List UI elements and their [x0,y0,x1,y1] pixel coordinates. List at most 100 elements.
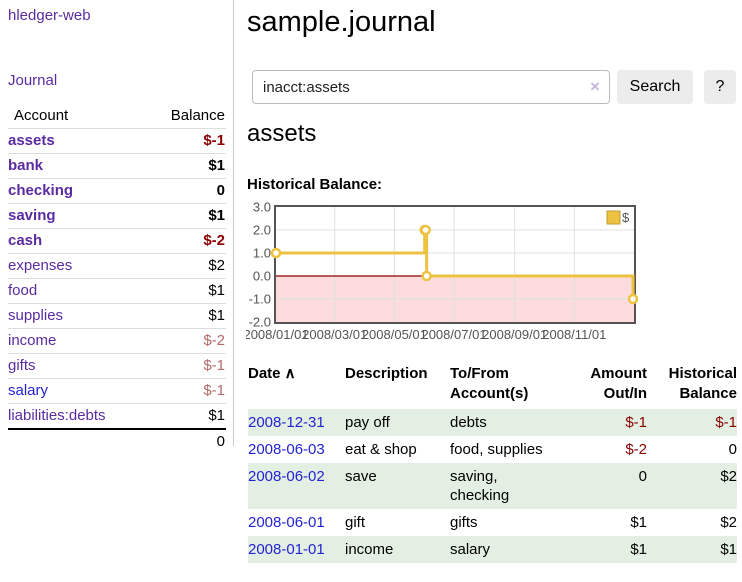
sidebar-account-income[interactable]: income [8,332,57,349]
data-point-marker [270,247,282,259]
transaction-amount: $-1 [625,414,647,431]
transaction-date-link[interactable]: 2008-06-02 [248,468,325,485]
account-balance: $1 [141,403,226,430]
register-row: 2008-06-02 save saving, checking 0 $2 [248,463,737,509]
sidebar-total-value: 0 [141,428,226,454]
sidebar-account-row: assets $-1 [8,128,226,154]
balance-column-header: Balance [141,104,226,129]
sidebar-account-food[interactable]: food [8,282,38,299]
y-axis-tick-label: 0.0 [253,269,271,284]
account-balance: $2 [141,253,226,279]
transaction-accounts: salary [450,541,491,558]
legend-label: $ [622,210,630,225]
account-balance: $1 [141,278,226,304]
data-point-marker [627,293,638,305]
register-column-header-1: Description [345,365,428,382]
y-axis-tick-label: -2.0 [249,315,271,330]
transaction-balance: 0 [728,441,737,458]
account-balance: $-1 [141,128,226,154]
transaction-description: gift [345,514,366,531]
sidebar-account-row: gifts $-1 [8,353,226,379]
register-row: 2008-12-31 pay off debts $-1 $-1 [248,409,737,436]
legend-swatch-icon [606,210,621,225]
accounts-table-header: Account Balance [8,104,226,129]
sidebar-account-bank[interactable]: bank [8,157,44,174]
sidebar-account-gifts[interactable]: gifts [8,357,36,374]
accounts-table: Account Balance assets $-1 bank $1 checking 0… [8,104,226,454]
transaction-balance: $-1 [715,414,737,431]
transaction-description: pay off [345,414,390,431]
historical-balance-chart: $3.0 2.0 1.0 0.0 -1.0 -2.02008/01/012008/03/0… [246,202,638,342]
plot-border [274,205,636,324]
x-axis-tick-label: 2008/05/01 [362,327,427,342]
transaction-date-link[interactable]: 2008-01-01 [248,541,325,558]
account-balance: $-2 [141,228,226,254]
sidebar-account-supplies[interactable]: supplies [8,307,64,324]
account-balance: $-2 [141,328,226,354]
sidebar-account-salary[interactable]: salary [8,382,49,399]
help-button[interactable]: ? [704,70,736,104]
sidebar-account-row: salary $-1 [8,378,226,404]
account-column-header: Account [8,104,142,129]
transaction-description: eat & shop [345,441,417,458]
transaction-accounts: debts [450,414,487,431]
sidebar-account-row: bank $1 [8,153,226,179]
account-balance: $-1 [141,353,226,379]
register-table: Date ∧ Description To/From Account(s) Amoun… [248,362,737,563]
transaction-date-link[interactable]: 2008-12-31 [248,414,325,431]
account-balance: 0 [141,178,226,204]
sidebar-account-row: expenses $2 [8,253,226,279]
sidebar-account-row: supplies $1 [8,303,226,329]
register-row: 2008-01-01 income salary $1 $1 [248,536,737,563]
sidebar-account-row: liabilities:debts $1 [8,403,226,430]
account-balance: $1 [141,153,226,179]
search-button[interactable]: Search [617,70,693,104]
sidebar-account-expenses[interactable]: expenses [8,257,73,274]
search-input[interactable] [252,70,610,104]
transaction-date-link[interactable]: 2008-06-01 [248,514,325,531]
sidebar-account-liabilities-debts[interactable]: liabilities:debts [8,407,106,424]
sidebar-account-checking[interactable]: checking [8,182,74,199]
register-rows: 2008-12-31 pay off debts $-1 $-1 2008-06-03 ea… [248,409,737,563]
x-axis-tick-label: 2008/01/01 [246,327,309,342]
transaction-balance: $2 [720,468,737,485]
register-column-header-3: Amount Out/In [590,365,647,402]
transaction-balance: $2 [720,514,737,531]
x-axis-tick-label: 2008/09/01 [482,327,547,342]
y-axis-tick-label: 1.0 [253,246,271,261]
data-point-marker [420,224,431,236]
account-heading: assets [247,120,317,147]
sidebar-item-journal[interactable]: Journal [8,72,58,89]
transaction-accounts: gifts [450,514,478,531]
data-point-marker [421,270,432,282]
clear-search-icon[interactable]: × [590,77,600,96]
transaction-amount: $-2 [625,441,647,458]
register-column-header-2: To/From Account(s) [450,365,529,402]
x-axis-tick-label: 2008/11/01 [542,327,606,342]
transaction-date-link[interactable]: 2008-06-03 [248,441,325,458]
sidebar-account-rows: assets $-1 bank $1 checking 0 saving $1 cash $-2 e… [8,128,226,454]
sidebar: hledger-web Journal Account Balance asse… [0,0,234,454]
transaction-description: save [345,468,377,485]
sidebar-account-cash[interactable]: cash [8,232,43,249]
register-row: 2008-06-01 gift gifts $1 $2 [248,509,737,536]
y-axis-tick-label: 3.0 [253,202,271,215]
account-balance: $-1 [141,378,226,404]
register-column-header-4: Historical Balance [668,365,737,402]
register-header-row: Date ∧ Description To/From Account(s) Amoun… [248,362,737,409]
transaction-accounts: food, supplies [450,441,543,458]
sidebar-account-assets[interactable]: assets [8,132,55,149]
transaction-balance: $1 [720,541,737,558]
account-balance: $1 [141,303,226,329]
register-column-header-0[interactable]: Date ∧ [248,365,296,382]
account-balance: $1 [141,203,226,229]
sidebar-account-saving[interactable]: saving [8,207,56,224]
chart-title: Historical Balance: [247,176,383,193]
sidebar-total-row: 0 [8,428,226,454]
x-axis-tick-label: 2008/03/01 [302,327,367,342]
transaction-accounts: saving, checking [450,468,510,504]
brand-link[interactable]: hledger-web [8,7,91,24]
sidebar-account-row: cash $-2 [8,228,226,254]
sidebar-account-row: food $1 [8,278,226,304]
